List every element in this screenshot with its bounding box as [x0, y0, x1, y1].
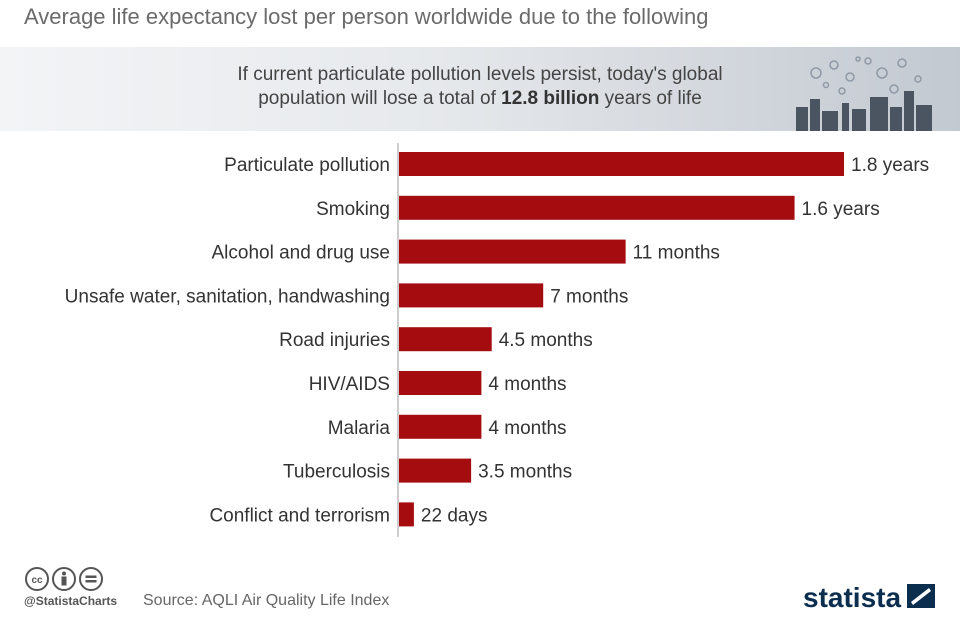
- category-label: Alcohol and drug use: [211, 243, 390, 264]
- bar: [399, 239, 626, 264]
- value-label: 1.8 years: [851, 155, 929, 176]
- bar-chart: Particulate pollution 1.8 years Smoking 1.6…: [65, 143, 929, 537]
- value-label: 4 months: [488, 374, 566, 395]
- value-label: 22 days: [421, 505, 488, 526]
- bar: [399, 327, 492, 352]
- category-label: Tuberculosis: [283, 462, 390, 483]
- category-label: Unsafe water, sanitation, handwashing: [65, 286, 390, 307]
- subtitle-line-1: If current particulate pollution levels …: [237, 64, 723, 85]
- bar: [399, 283, 544, 308]
- subtitle-line-2-start: population will lose a total of: [258, 88, 502, 109]
- statista-logo: statista: [803, 582, 935, 612]
- bar: [399, 458, 472, 483]
- value-label: 1.6 years: [802, 199, 880, 220]
- value-label: 4.5 months: [499, 330, 593, 351]
- subtitle-banner: If current particulate pollution levels …: [0, 47, 960, 131]
- bar: [399, 502, 414, 527]
- attribution-icon: [52, 567, 76, 591]
- social-handle: @StatistaCharts: [24, 594, 118, 608]
- svg-text:cc: cc: [31, 575, 43, 586]
- subtitle-highlight: 12.8 billion: [501, 88, 600, 109]
- cc-icon: cc: [25, 567, 49, 591]
- polluted-city-illustration: [796, 56, 932, 131]
- value-label: 4 months: [488, 418, 566, 439]
- logo-text: statista: [803, 582, 901, 612]
- bar: [399, 152, 844, 176]
- value-label: 3.5 months: [478, 462, 572, 483]
- subtitle-text: If current particulate pollution levels …: [150, 63, 810, 111]
- category-label: Particulate pollution: [224, 155, 390, 176]
- value-label: 7 months: [550, 286, 628, 307]
- category-label: Conflict and terrorism: [209, 505, 390, 526]
- source-note: Source: AQLI Air Quality Life Index: [143, 592, 390, 609]
- bar: [399, 195, 795, 220]
- bar: [399, 371, 482, 395]
- chart-title: Average life expectancy lost per person …: [24, 4, 709, 29]
- license-icons: cc: [25, 567, 103, 591]
- value-label: 11 months: [633, 243, 720, 264]
- category-label: Malaria: [328, 418, 391, 439]
- no-derivatives-icon: [79, 567, 103, 591]
- category-label: Road injuries: [279, 330, 390, 351]
- subtitle-line-2-end: years of life: [599, 88, 702, 109]
- logo-mark-icon: [907, 584, 935, 608]
- category-label: Smoking: [316, 199, 390, 220]
- category-label: HIV/AIDS: [309, 374, 390, 395]
- bar: [399, 414, 482, 439]
